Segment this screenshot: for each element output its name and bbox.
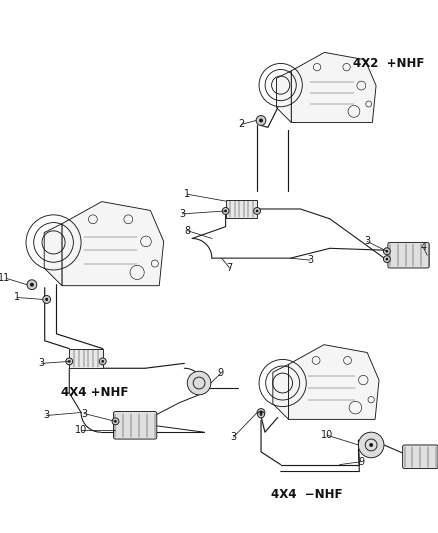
Polygon shape: [276, 71, 290, 123]
FancyBboxPatch shape: [387, 243, 428, 268]
FancyBboxPatch shape: [113, 411, 156, 439]
Text: 4X2  +NHF: 4X2 +NHF: [352, 57, 424, 70]
Text: 3: 3: [43, 410, 49, 421]
Circle shape: [259, 413, 262, 416]
FancyBboxPatch shape: [69, 349, 103, 368]
Text: 10: 10: [320, 430, 332, 440]
Text: 3: 3: [179, 209, 185, 219]
Text: 3: 3: [230, 432, 236, 442]
Circle shape: [42, 295, 50, 303]
Text: 3: 3: [39, 358, 45, 368]
Text: 9: 9: [217, 368, 223, 378]
Polygon shape: [288, 345, 378, 419]
Circle shape: [45, 298, 48, 301]
Circle shape: [114, 420, 117, 423]
Circle shape: [30, 282, 34, 287]
FancyBboxPatch shape: [225, 200, 257, 218]
Circle shape: [101, 360, 104, 363]
Text: 4X4 +NHF: 4X4 +NHF: [61, 386, 128, 399]
Circle shape: [259, 411, 262, 414]
Circle shape: [368, 443, 372, 447]
Circle shape: [257, 409, 265, 416]
Circle shape: [385, 250, 387, 253]
FancyBboxPatch shape: [402, 445, 437, 469]
Text: 4X4  −NHF: 4X4 −NHF: [271, 488, 342, 500]
Circle shape: [257, 411, 264, 418]
Text: 3: 3: [364, 237, 369, 246]
Circle shape: [382, 248, 389, 255]
Circle shape: [68, 360, 71, 363]
Circle shape: [385, 258, 387, 261]
Circle shape: [382, 256, 389, 263]
Circle shape: [224, 209, 226, 212]
Circle shape: [222, 207, 229, 214]
Circle shape: [112, 418, 119, 425]
Text: 1: 1: [184, 189, 190, 199]
Circle shape: [258, 118, 262, 123]
Text: 9: 9: [357, 457, 364, 467]
Polygon shape: [272, 365, 288, 419]
Text: 2: 2: [238, 119, 244, 130]
Text: 8: 8: [184, 225, 190, 236]
Text: 4: 4: [419, 243, 425, 252]
Text: 7: 7: [226, 263, 232, 273]
Circle shape: [99, 358, 106, 365]
Polygon shape: [290, 52, 375, 123]
Text: 1: 1: [14, 293, 20, 302]
Polygon shape: [62, 201, 163, 286]
Polygon shape: [44, 224, 62, 286]
Text: 3: 3: [81, 408, 87, 418]
Circle shape: [66, 358, 73, 365]
Text: 3: 3: [307, 255, 313, 265]
Circle shape: [187, 371, 210, 395]
Circle shape: [357, 432, 383, 458]
Text: 11: 11: [0, 273, 11, 283]
Circle shape: [253, 207, 260, 214]
Circle shape: [255, 116, 265, 125]
Circle shape: [27, 280, 37, 289]
Text: 10: 10: [75, 425, 87, 435]
Circle shape: [255, 209, 258, 212]
